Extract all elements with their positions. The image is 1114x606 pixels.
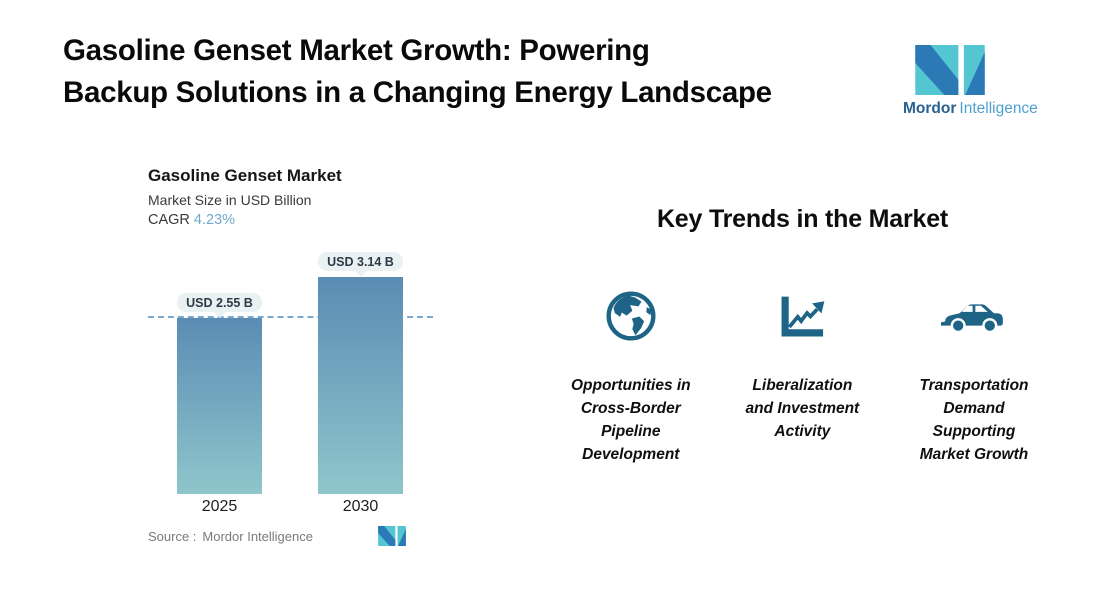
pill-tail-pointer [354, 271, 367, 277]
market-size-bar [318, 277, 403, 494]
x-axis-label-2030: 2030 [342, 498, 379, 515]
page-title: Gasoline Genset Market Growth: Powering … [63, 34, 772, 109]
brand-name-primary: Mordor [903, 100, 957, 117]
pill-tail-pointer [213, 312, 226, 318]
trend-item-investment: Liberalization and Investment Activity [717, 286, 889, 466]
x-axis-labels: 2025 2030 [148, 498, 433, 518]
chart-title: Gasoline Genset Market [148, 166, 342, 185]
bar-plot-area: USD 2.55 B USD 3.14 B [148, 244, 433, 494]
trend-label: Liberalization and Investment Activity [745, 377, 860, 440]
bar-group-2030: USD 3.14 B [318, 252, 403, 494]
source-label: Source : [148, 528, 197, 544]
bar-value-label: USD 2.55 B [186, 295, 253, 310]
car-icon [940, 304, 1003, 334]
cagr-baseline-dashed-line [148, 316, 433, 318]
trend-item-pipeline: Opportunities in Cross-Border Pipeline D… [545, 286, 717, 466]
value-label-pill: USD 3.14 B [318, 252, 403, 271]
trend-icon-box [775, 286, 829, 346]
source-text: Source : Mordor Intelligence [148, 529, 313, 544]
trends-grid: Opportunities in Cross-Border Pipeline D… [545, 286, 1060, 466]
key-trends-section: Key Trends in the Market Opportunities i… [545, 205, 1060, 466]
cagr-value: 4.23% [193, 212, 236, 228]
bar-group-2025: USD 2.55 B [177, 293, 262, 494]
trend-item-transportation: Transportation Demand Supporting Market … [888, 286, 1060, 466]
cagr-label: CAGR [148, 212, 190, 228]
bar-value-label: USD 3.14 B [327, 254, 394, 269]
mordor-logo-small-icon [378, 526, 406, 546]
chart-subtitle: Market Size in USD Billion [148, 192, 312, 208]
brand-name: Mordor Intelligence [903, 100, 1038, 118]
trend-label: Transportation Demand Supporting Market … [919, 377, 1029, 463]
brand-logo: Mordor Intelligence [903, 45, 1038, 118]
market-size-chart: Gasoline Genset Market Market Size in US… [148, 160, 433, 560]
source-name: Mordor Intelligence [202, 528, 313, 544]
trend-icon-box [603, 286, 659, 346]
trend-label: Opportunities in Cross-Border Pipeline D… [570, 377, 691, 463]
globe-icon [606, 291, 656, 341]
market-size-bar [177, 318, 262, 494]
brand-name-secondary: Intelligence [959, 100, 1038, 117]
trend-icon-box [940, 286, 1007, 346]
source-row: Source : Mordor Intelligence [148, 526, 433, 546]
chart-cagr: CAGR 4.23% [148, 212, 235, 228]
mordor-logo-icon [915, 45, 985, 95]
x-axis-label-2025: 2025 [201, 498, 238, 515]
growth-chart-icon [781, 296, 825, 337]
trends-heading: Key Trends in the Market [656, 205, 949, 233]
value-label-pill: USD 2.55 B [177, 293, 262, 312]
